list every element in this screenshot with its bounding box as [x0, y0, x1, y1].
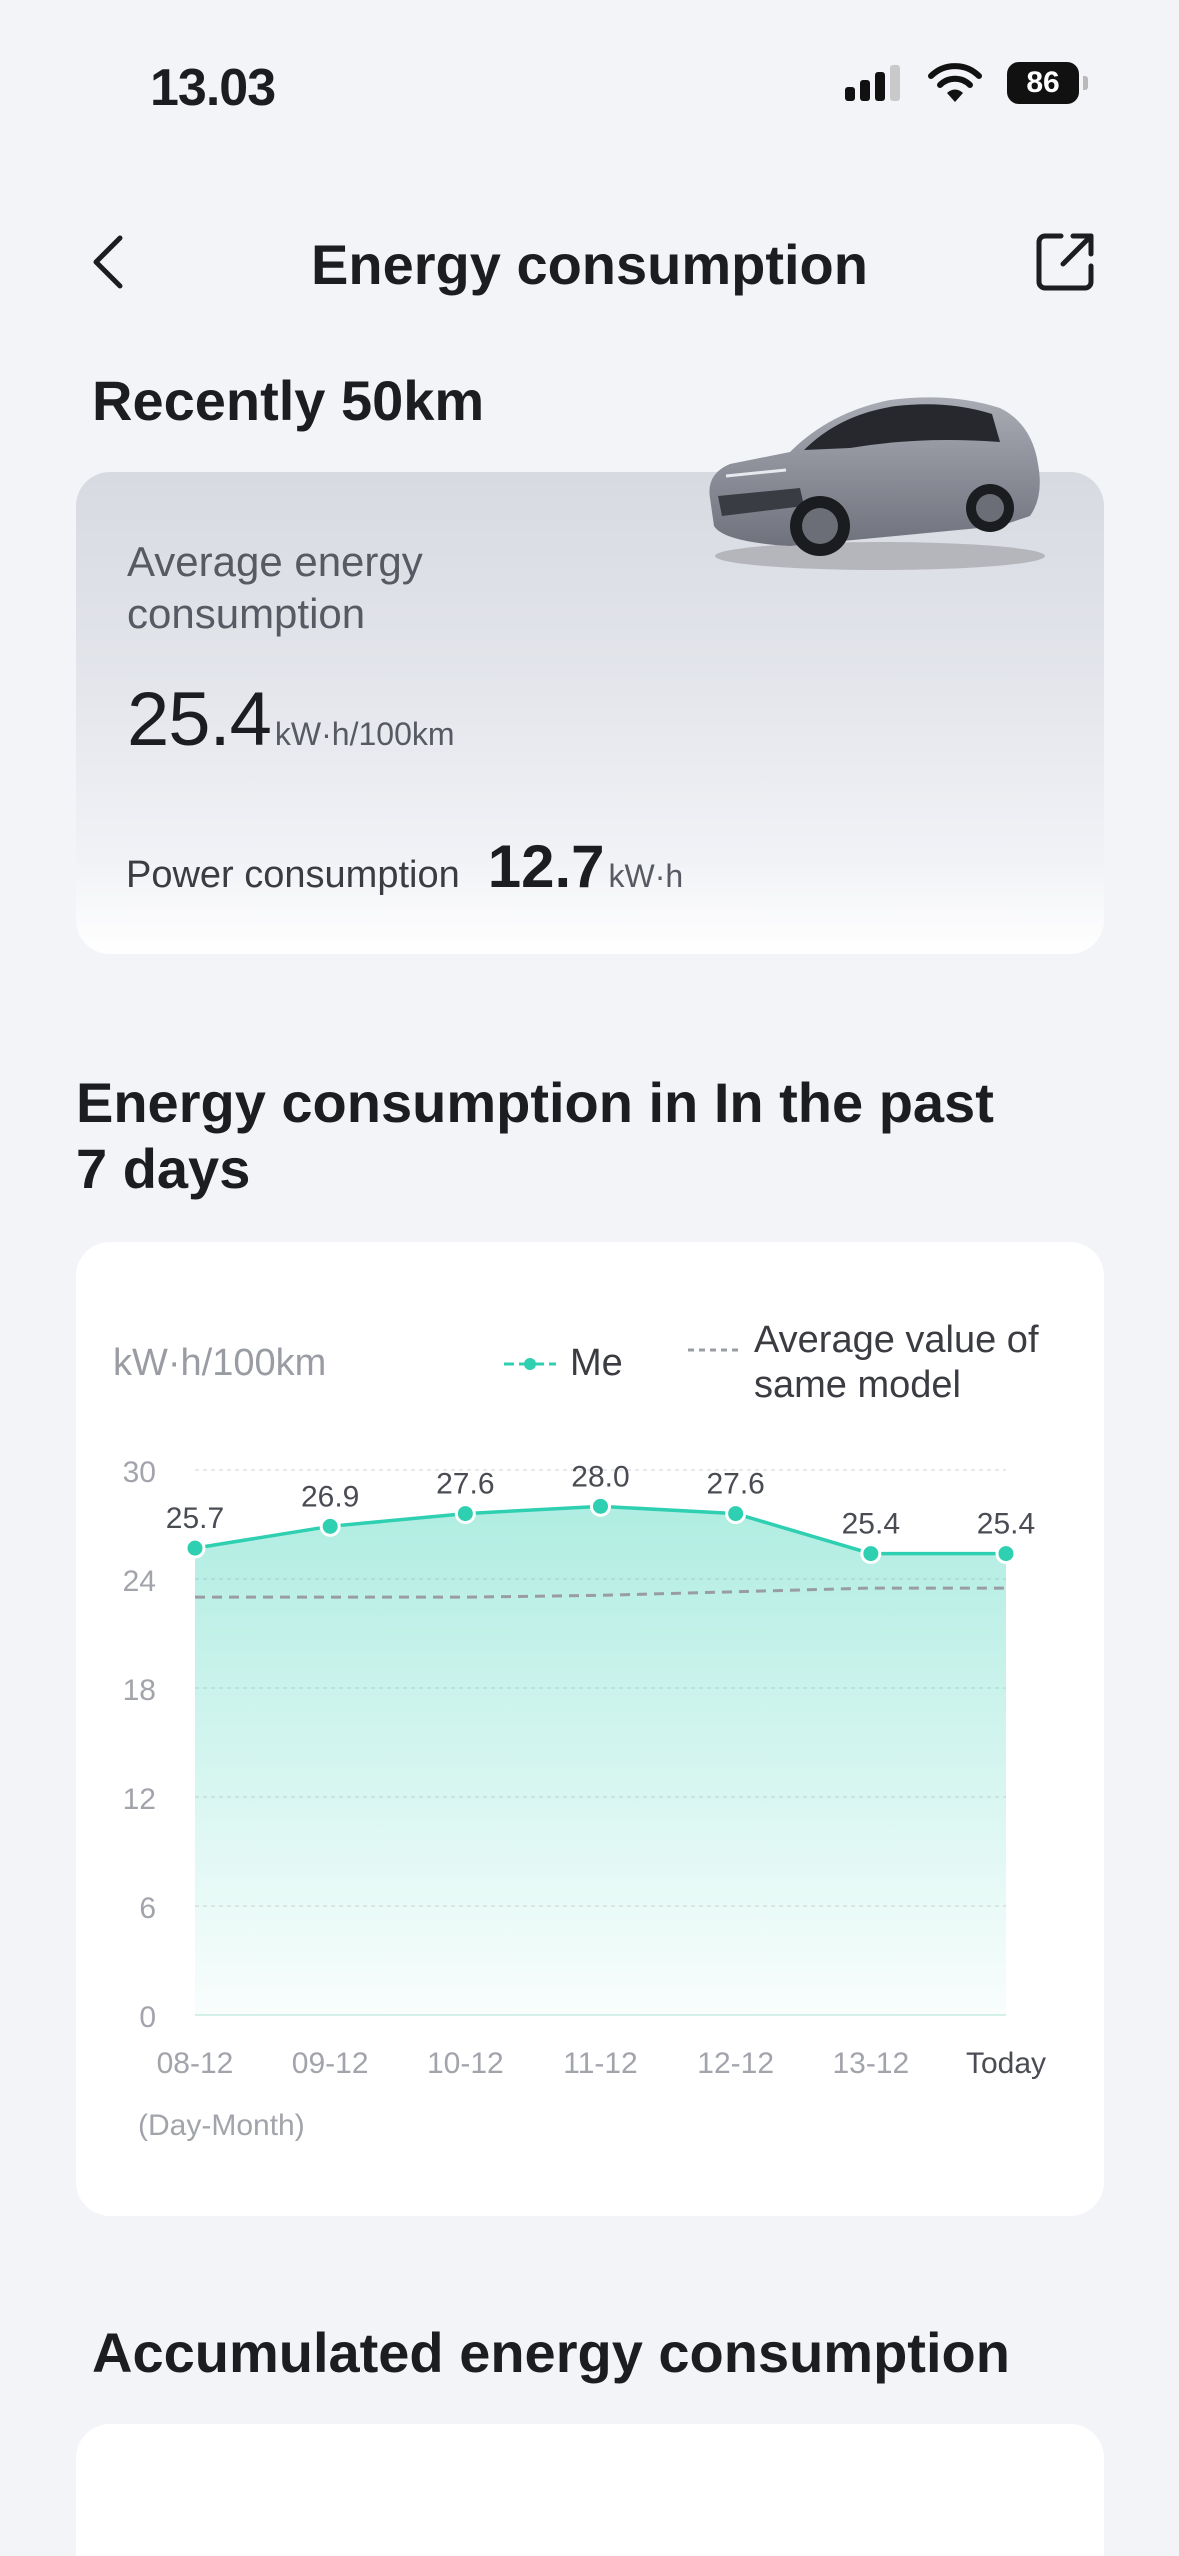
me-area-fill	[195, 1506, 1006, 2015]
x-tick-label: 11-12	[563, 2047, 638, 2080]
me-data-point	[725, 1503, 747, 1525]
summary-card: Average energy consumption 25.4 kW·h/100…	[76, 472, 1104, 954]
status-bar: 13.03 86	[0, 0, 1179, 170]
legend-me-swatch	[504, 1357, 556, 1370]
x-tick-label: 12-12	[697, 2047, 774, 2080]
data-label: 25.7	[166, 1502, 224, 1535]
y-tick-label: 24	[123, 1565, 156, 1598]
data-label: 27.6	[436, 1468, 494, 1501]
me-data-point	[860, 1543, 882, 1565]
x-tick-label: 08-12	[157, 2047, 234, 2080]
chart-card: kW·h/100km Me Average value of same mode…	[76, 1242, 1104, 2216]
data-label: 26.9	[301, 1480, 359, 1513]
legend-average-swatch	[688, 1348, 740, 1352]
avg-energy-label: Average energy consumption	[127, 538, 423, 637]
y-tick-label: 18	[123, 1674, 156, 1707]
power-consumption-unit: kW·h	[608, 858, 684, 894]
nav-bar: Energy consumption	[0, 210, 1179, 310]
cellular-signal-icon	[845, 65, 900, 101]
avg-energy-unit: kW·h/100km	[274, 716, 455, 752]
chart-y-unit: kW·h/100km	[113, 1342, 327, 1384]
energy-line-chart: 0 6 12 18 24 30 25.7 26.9 27.6 28.0 27.6 25.4 25.4 08…	[123, 1456, 1046, 2142]
status-time: 13.03	[150, 59, 276, 117]
summary-section-title: Recently 50km	[92, 369, 485, 432]
x-tick-label: 10-12	[427, 2047, 504, 2080]
legend-me-label: Me	[570, 1342, 623, 1384]
battery-indicator: 86	[1007, 62, 1088, 104]
wifi-icon	[928, 63, 982, 102]
accumulated-card	[76, 2424, 1104, 2556]
me-data-point	[995, 1543, 1017, 1565]
me-data-point	[454, 1503, 476, 1525]
y-tick-label: 0	[139, 2001, 156, 2034]
data-label: 27.6	[706, 1468, 764, 1501]
battery-level: 86	[1026, 66, 1060, 99]
legend-average: Average value of same model	[688, 1318, 1074, 1408]
power-consumption-label: Power consumption	[126, 854, 460, 896]
chevron-left-icon[interactable]	[80, 232, 140, 292]
y-tick-label: 30	[123, 1456, 156, 1489]
power-consumption-value: 12.7	[487, 833, 605, 900]
me-data-point	[319, 1515, 341, 1537]
y-tick-label: 12	[123, 1783, 156, 1816]
legend-me: Me	[504, 1342, 623, 1385]
legend-average-label: Average value of same model	[754, 1319, 1039, 1406]
x-tick-label: 09-12	[292, 2047, 369, 2080]
x-tick-label: Today	[966, 2047, 1046, 2080]
x-tick-label: 13-12	[832, 2047, 909, 2080]
x-axis-note: (Day-Month)	[138, 2109, 305, 2142]
avg-energy-value-row: 25.4 kW·h/100km	[127, 676, 455, 763]
chart-section-title: Energy consumption in In the past 7 days	[76, 1071, 994, 1200]
me-data-point	[590, 1495, 611, 1517]
share-icon[interactable]	[1033, 228, 1099, 294]
page-title: Energy consumption	[311, 233, 868, 296]
power-consumption-row: Power consumption 12.7 kW·h	[126, 832, 683, 901]
data-label: 25.4	[977, 1508, 1035, 1541]
data-label: 28.0	[571, 1460, 629, 1493]
data-label: 25.4	[842, 1508, 900, 1541]
me-data-point	[184, 1537, 206, 1559]
car-image	[709, 397, 1045, 570]
status-icons: 86	[843, 62, 1088, 104]
y-tick-label: 6	[139, 1892, 156, 1925]
avg-energy-value: 25.4	[127, 677, 272, 762]
accumulated-section-title: Accumulated energy consumption	[92, 2321, 1010, 2384]
